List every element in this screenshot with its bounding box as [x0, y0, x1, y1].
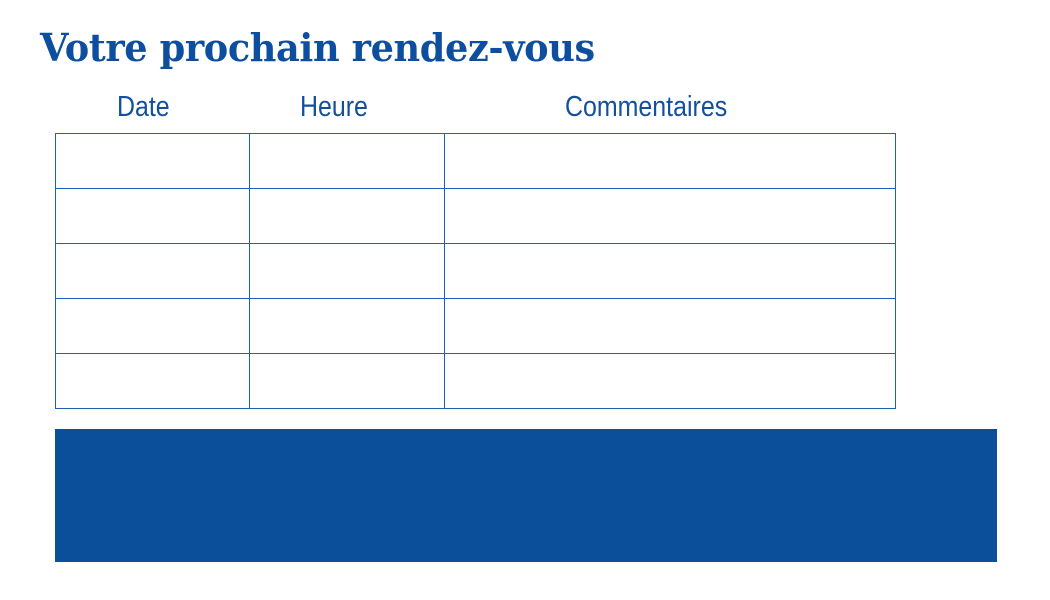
- column-header-commentaires: Commentaires: [565, 91, 728, 123]
- cell-commentaires[interactable]: [444, 133, 896, 189]
- cell-heure[interactable]: [249, 298, 445, 354]
- appointment-table-body: [55, 133, 896, 409]
- cell-heure[interactable]: [249, 188, 445, 244]
- page-title: Votre prochain rendez-vous: [40, 25, 595, 70]
- cell-heure[interactable]: [249, 133, 445, 189]
- cell-date[interactable]: [55, 243, 250, 299]
- column-header-heure: Heure: [300, 91, 368, 123]
- cell-commentaires[interactable]: [444, 298, 896, 354]
- table-row: [55, 298, 896, 354]
- cell-date[interactable]: [55, 133, 250, 189]
- footer-banner-bar: [55, 429, 997, 562]
- cell-heure[interactable]: [249, 353, 445, 409]
- cell-commentaires[interactable]: [444, 188, 896, 244]
- cell-date[interactable]: [55, 353, 250, 409]
- table-row: [55, 243, 896, 299]
- column-header-row: Date Heure Commentaires: [55, 89, 895, 125]
- cell-heure[interactable]: [249, 243, 445, 299]
- table-row: [55, 133, 896, 189]
- cell-date[interactable]: [55, 298, 250, 354]
- appointment-table: [55, 133, 896, 409]
- cell-commentaires[interactable]: [444, 243, 896, 299]
- column-header-date: Date: [117, 91, 170, 123]
- table-row: [55, 188, 896, 244]
- cell-date[interactable]: [55, 188, 250, 244]
- table-row: [55, 353, 896, 409]
- cell-commentaires[interactable]: [444, 353, 896, 409]
